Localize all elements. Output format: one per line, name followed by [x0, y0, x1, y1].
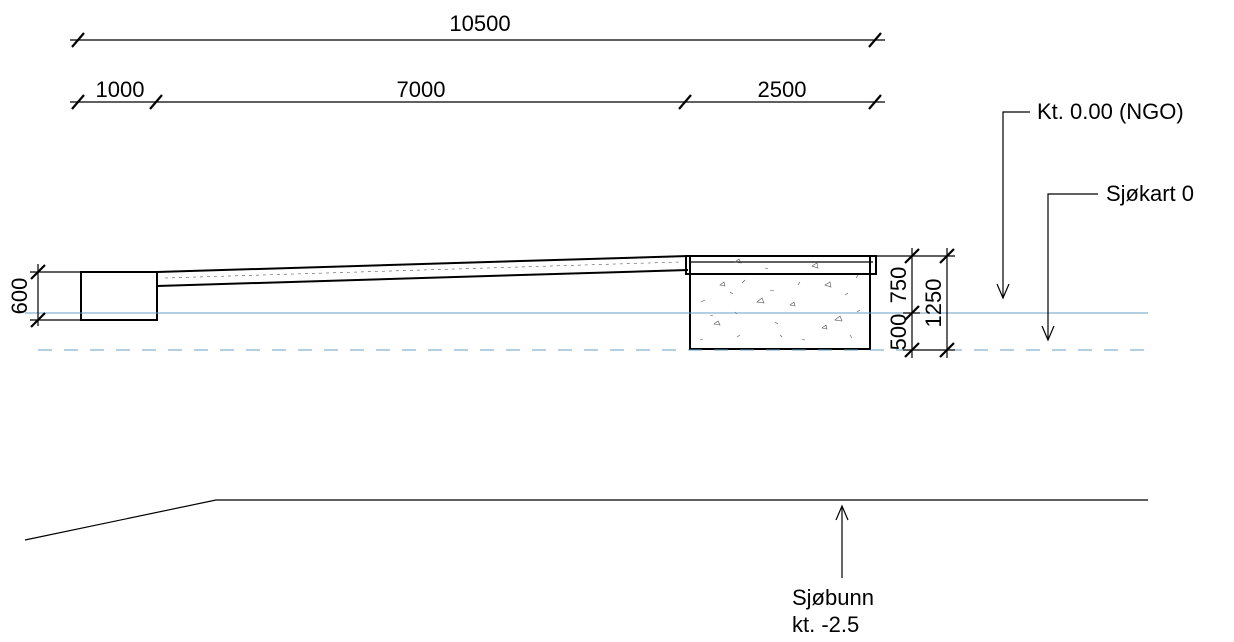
dimension-segments: 1000 7000 2500 [70, 77, 885, 110]
dimension-left-height-label: 600 [7, 278, 32, 315]
concrete-hatch [699, 258, 861, 341]
level-marker-chart-datum: Sjøkart 0 [1041, 181, 1194, 342]
dimension-right-heights: 750 500 1250 [876, 248, 955, 358]
dimension-right-upper-label: 750 [886, 267, 911, 304]
dimension-left-height: 600 [7, 264, 81, 328]
level-ngo-label: Kt. 0.00 (NGO) [1037, 99, 1184, 124]
concrete-pontoon [685, 255, 877, 350]
dimension-total-label: 10500 [449, 11, 510, 36]
level-chart-datum-label: Sjøkart 0 [1106, 181, 1194, 206]
dimension-segment-1-label: 1000 [96, 77, 145, 102]
left-abutment [80, 271, 158, 321]
gangway-ramp [156, 255, 689, 287]
dimension-right-lower-label: 500 [886, 314, 911, 351]
dimension-right-total-label: 1250 [921, 279, 946, 328]
seabed-line [24, 499, 1148, 541]
dimension-segment-3-label: 2500 [758, 77, 807, 102]
level-marker-seabed: Sjøbunn kt. -2.5 [792, 504, 874, 637]
level-marker-ngo: Kt. 0.00 (NGO) [996, 99, 1184, 300]
level-seabed-label-line1: Sjøbunn [792, 585, 874, 610]
dimension-segment-2-label: 7000 [397, 77, 446, 102]
level-seabed-label-line2: kt. -2.5 [792, 612, 859, 637]
dimension-total: 10500 [70, 11, 885, 48]
